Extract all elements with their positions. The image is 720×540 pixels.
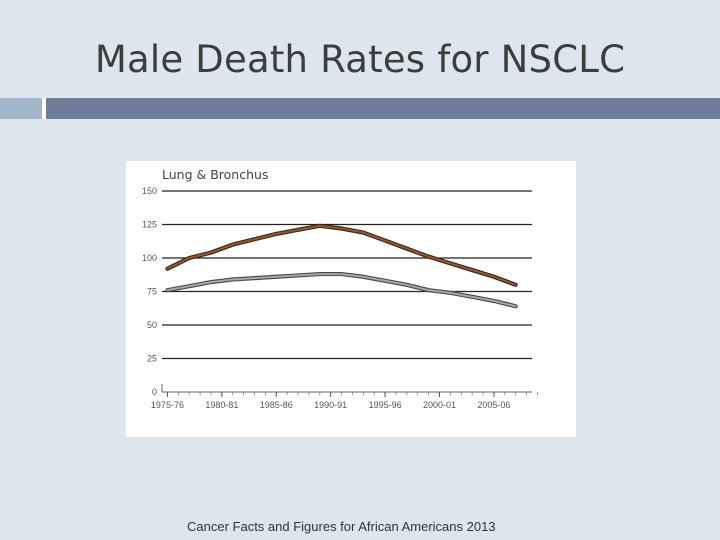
axis-layer: 0 25 50 75 100 125 150 1975-76 1980-81 1985-86 199… (142, 186, 538, 410)
x-tick-label: 1990-91 (314, 400, 347, 410)
accent-bar-gap (42, 98, 46, 119)
x-tick-label: 2005-06 (477, 400, 510, 410)
y-tick-label: 125 (142, 220, 157, 230)
series-line-african-american (166, 224, 517, 286)
chart-panel: Lung & Bronchus 0 25 50 75 100 125 150 1975-76 1… (126, 161, 576, 437)
y-tick-label: 150 (142, 186, 157, 196)
accent-bar-left (0, 98, 42, 119)
y-tick-label: 0 (152, 387, 157, 397)
series-layer (165, 223, 518, 309)
series-line-outline-1 (165, 271, 518, 309)
x-tick-label: 1980-81 (205, 400, 238, 410)
series-line-white (166, 273, 517, 308)
accent-bar-right (46, 98, 720, 119)
x-tick-label: 1985-86 (260, 400, 293, 410)
slide-title: Male Death Rates for NSCLC (94, 38, 626, 81)
chart-title: Lung & Bronchus (162, 167, 268, 182)
grid-layer (162, 190, 532, 360)
line-chart: Lung & Bronchus 0 25 50 75 100 125 150 1975-76 1… (142, 167, 538, 410)
y-tick-label: 75 (147, 287, 157, 297)
y-tick-label: 25 (147, 354, 157, 364)
y-tick-label: 50 (147, 320, 157, 330)
x-tick-label: 1995-96 (369, 400, 402, 410)
y-tick-label: 100 (142, 253, 157, 263)
x-tick-label: 1975-76 (151, 400, 184, 410)
source-caption: Cancer Facts and Figures for African Ame… (187, 519, 496, 534)
x-tick-label: 2000-01 (423, 400, 456, 410)
